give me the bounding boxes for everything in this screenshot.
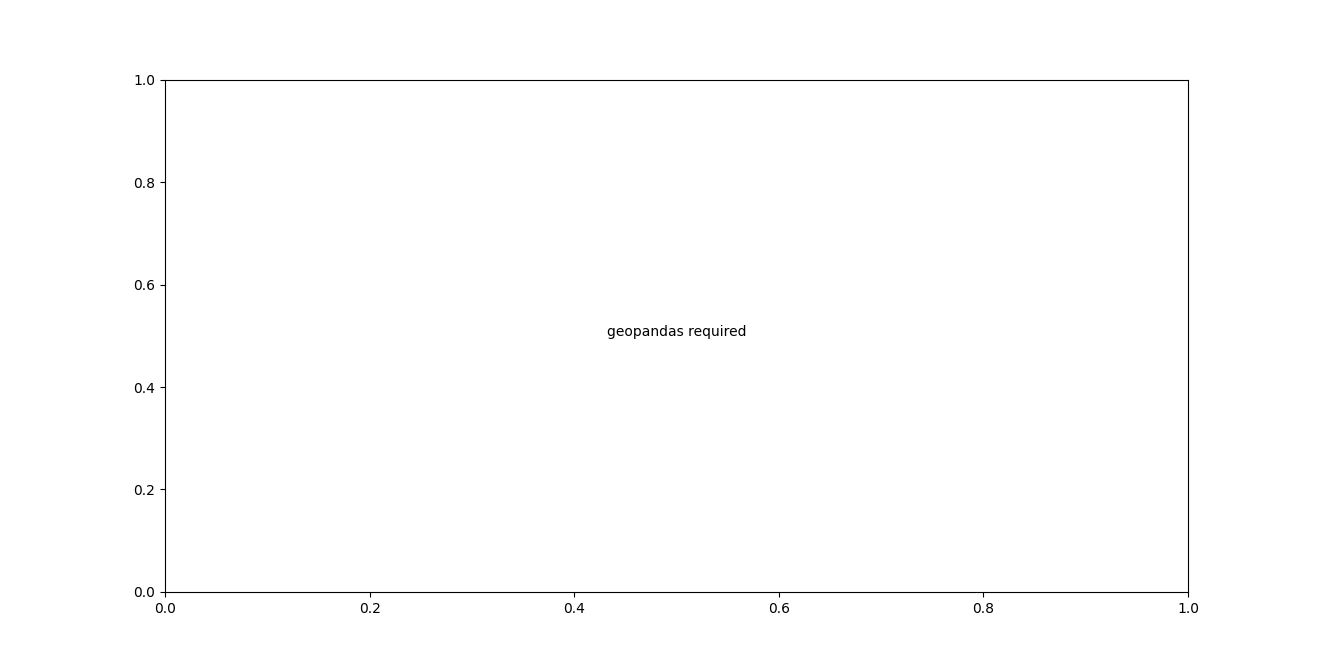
Text: geopandas required: geopandas required bbox=[607, 325, 746, 339]
